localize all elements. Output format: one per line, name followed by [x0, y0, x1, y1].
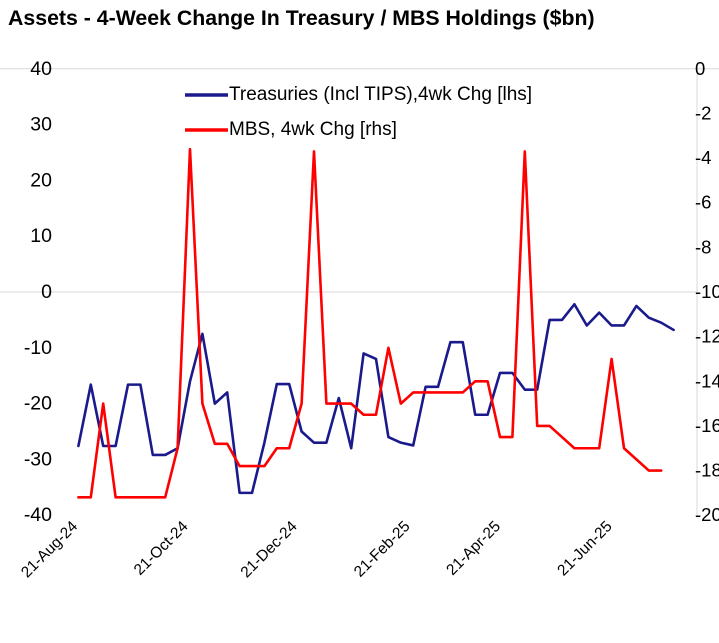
- svg-text:-10: -10: [695, 281, 719, 302]
- svg-text:-18: -18: [695, 460, 719, 481]
- svg-text:30: 30: [30, 114, 52, 136]
- svg-text:40: 40: [30, 58, 52, 80]
- svg-text:-10: -10: [24, 337, 52, 359]
- svg-text:-8: -8: [695, 236, 711, 257]
- svg-text:0: 0: [41, 281, 52, 303]
- svg-text:-30: -30: [24, 448, 52, 470]
- svg-text:-14: -14: [695, 370, 719, 391]
- svg-text:21-Feb-25: 21-Feb-25: [351, 518, 414, 581]
- svg-text:21-Jun-25: 21-Jun-25: [554, 518, 615, 579]
- svg-text:-12: -12: [695, 326, 719, 347]
- svg-text:0: 0: [695, 58, 705, 79]
- svg-text:10: 10: [30, 225, 52, 247]
- svg-text:-20: -20: [24, 393, 52, 415]
- svg-text:-6: -6: [695, 192, 711, 213]
- svg-text:21-Dec-24: 21-Dec-24: [238, 518, 301, 581]
- svg-text:-40: -40: [24, 504, 52, 526]
- svg-text:21-Oct-24: 21-Oct-24: [131, 518, 192, 579]
- svg-text:-20: -20: [695, 504, 719, 525]
- svg-text:21-Apr-25: 21-Apr-25: [443, 518, 504, 579]
- svg-text:MBS, 4wk Chg [rhs]: MBS, 4wk Chg [rhs]: [229, 119, 397, 140]
- svg-text:21-Aug-24: 21-Aug-24: [18, 518, 81, 581]
- svg-text:20: 20: [30, 169, 52, 191]
- svg-text:-2: -2: [695, 102, 711, 123]
- svg-text:-16: -16: [695, 415, 719, 436]
- svg-text:-4: -4: [695, 147, 711, 168]
- svg-text:Treasuries (Incl TIPS),4wk Chg: Treasuries (Incl TIPS),4wk Chg [lhs]: [229, 84, 532, 105]
